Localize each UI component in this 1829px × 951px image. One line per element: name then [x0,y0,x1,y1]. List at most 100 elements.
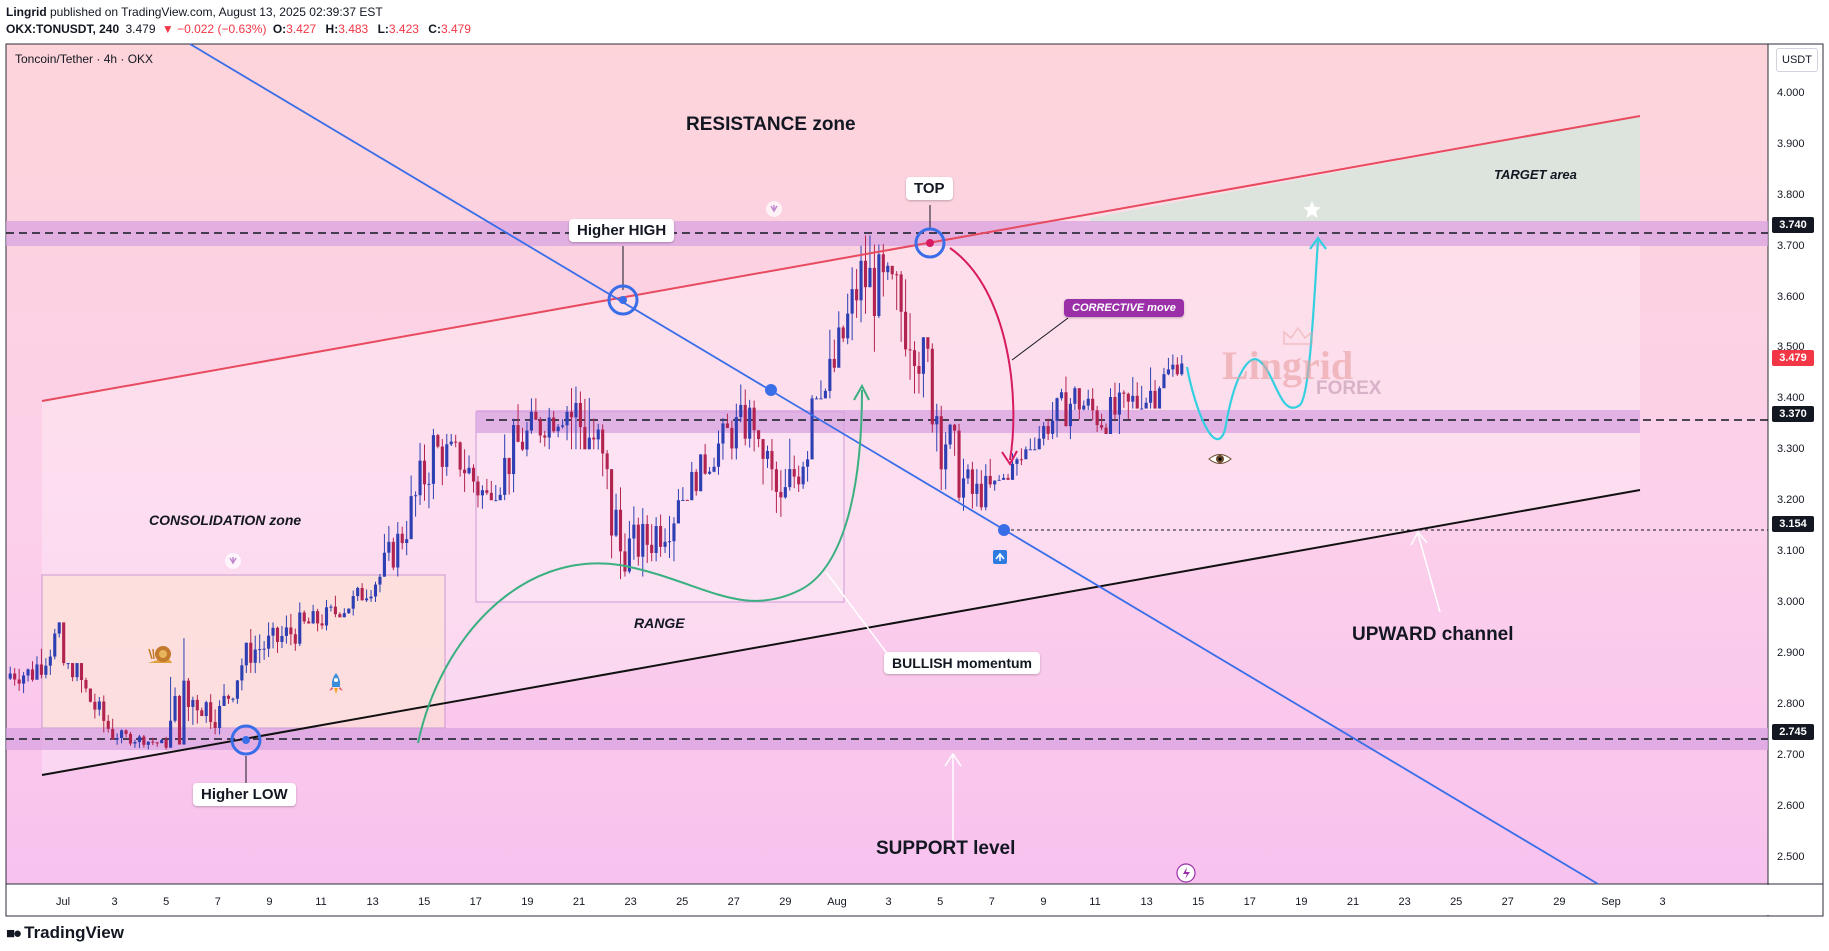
candle-body [360,587,364,601]
channel-pointer-head [1410,530,1428,546]
price-tag: 3.740 [1772,217,1814,234]
candle-body [828,358,832,391]
candle-body [632,524,636,539]
open-value-group: O:3.427 [272,22,317,36]
candle-body [855,289,859,301]
tradingview-footer[interactable]: ■● TradingView [6,923,124,943]
x-tick-label: 5 [163,896,170,908]
candle-body [84,679,88,689]
candle-body [583,427,587,450]
candle-body [365,598,369,601]
candle-body [97,701,101,710]
channel-support-line [41,489,1641,776]
price-tag: 3.479 [1772,350,1814,367]
x-tick-label: 11 [315,896,327,908]
candle-body [115,738,119,740]
candle-body [886,265,890,273]
candle-body [1157,388,1162,409]
currency-button[interactable]: USDT [1776,48,1818,72]
candle-body [66,663,70,665]
y-tick-label: 2.900 [1777,646,1805,659]
candle-body [788,469,792,488]
author: Lingrid [6,5,47,19]
y-tick-label: 3.900 [1777,137,1805,150]
higher-low-circle [230,724,262,756]
candle-body [146,741,150,745]
candle-body [62,622,66,664]
candle-body [881,254,885,273]
candle-body [458,442,462,470]
candle-body [627,538,631,572]
corrective-arrowhead [1001,450,1018,466]
descending-trendline [189,43,1599,885]
channel-pointer-line [1417,533,1441,613]
support-band [6,728,1768,750]
candle-body [868,267,872,288]
candle-body [1175,364,1179,375]
candle-body [810,398,814,460]
candle-body [324,607,329,626]
candle-body [387,541,391,553]
candle-body [124,730,128,734]
candle-body [1091,398,1095,411]
candle-body [88,688,92,702]
candle-body [436,435,440,447]
candle-body [961,478,966,498]
candle-body [137,736,141,743]
candle-body [39,664,43,675]
candle-body [498,494,502,501]
candle-body [801,466,805,485]
candle-body [819,398,823,400]
x-tick-label: 25 [676,896,689,908]
candle-body [779,491,783,498]
candle-body [1113,397,1117,415]
candle-body [218,705,222,728]
eye-icon [1208,454,1232,464]
plot-border [5,43,1824,917]
candle-body [730,427,734,449]
price-tag: 3.370 [1772,405,1814,422]
candle-body [226,695,231,699]
close-value-group: C:3.479 [428,22,471,36]
candle-body [783,487,787,498]
upward-channel-label: UPWARD channel [1352,624,1514,645]
candle-body [1180,363,1184,375]
range-box [475,411,845,603]
candle-body [440,446,444,467]
candle-body [1144,402,1148,409]
candle-body [262,648,266,650]
candle-body [1108,397,1113,434]
candle-body [538,419,542,436]
candle-body [128,733,133,744]
candle-body [904,311,908,350]
candle-body [743,404,747,439]
candle-body [699,454,703,492]
x-tick-label: 9 [266,896,273,908]
candle-body [1042,426,1046,439]
candle-body [654,526,658,553]
support-level-label: SUPPORT level [876,838,1016,859]
candle-body [569,411,574,418]
candle-body [1104,427,1108,434]
candle-body [908,349,912,351]
candle-body [30,669,35,680]
candle-body [342,613,346,618]
candle-body [601,429,605,454]
candle-body [672,523,676,542]
x-tick-label: 19 [521,896,534,908]
candle-body [142,736,146,745]
candle-body [400,533,404,544]
candle-body [182,680,186,745]
candle-body [378,576,382,585]
candle-body [177,695,182,745]
candle-body [320,623,324,626]
forecast-path [1185,239,1320,440]
symbol: OKX:TONUSDT, 240 [6,22,120,36]
footer-brand: TradingView [24,923,124,942]
candle-body [997,479,1001,481]
candle-body [1171,364,1175,370]
candle-body [529,411,533,431]
candle-body [333,606,337,615]
lightning-icon [1176,863,1196,883]
